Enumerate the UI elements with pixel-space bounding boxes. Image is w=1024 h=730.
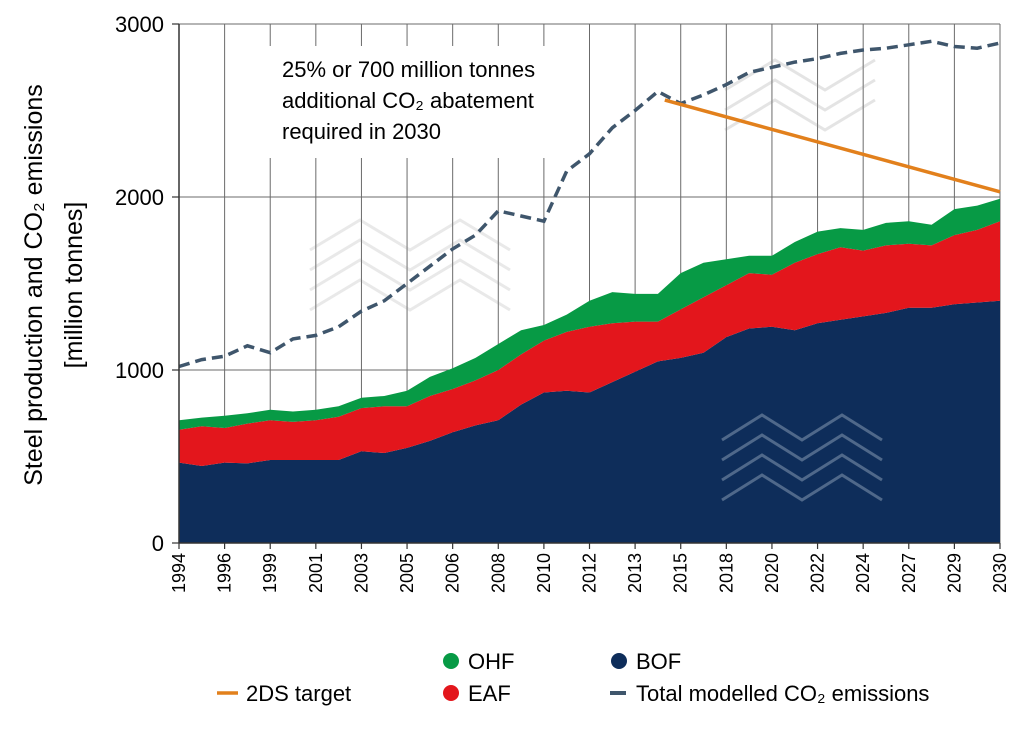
y-tick-label: 3000 (115, 12, 164, 37)
x-tick-label: 2027 (899, 553, 919, 593)
y-tick-labels: 0 1000 2000 3000 (115, 12, 179, 556)
y-tick-label: 2000 (115, 185, 164, 210)
watermark-logo (309, 218, 511, 312)
target-line (664, 98, 1001, 194)
y-tick-label: 0 (152, 531, 164, 556)
x-tick-label: 2008 (488, 553, 508, 593)
annotation-line: 25% or 700 million tonnes (282, 57, 535, 82)
annotation-line: additional CO₂ abatement (282, 88, 534, 113)
legend-label: BOF (636, 649, 681, 674)
y-axis-title: Steel production and CO₂ emissions (20, 84, 48, 486)
y-axis-subtitle: [million tonnes] (60, 202, 88, 369)
legend-label: OHF (468, 649, 514, 674)
legend: OHF EAF 2DS target BOF Total modelled CO… (217, 649, 929, 706)
stacked-areas (179, 198, 1000, 543)
watermark-logo (724, 58, 876, 132)
x-tick-label: 2005 (397, 553, 417, 593)
legend-label: EAF (468, 681, 511, 706)
x-tick-labels: 1994 1996 1999 2001 2003 2005 2006 2008 2010 2012… (169, 543, 1010, 593)
x-tick-label: 2010 (534, 553, 554, 593)
x-tick-label: 2003 (351, 553, 371, 593)
x-tick-label: 2012 (580, 553, 600, 593)
area-bof (179, 300, 1000, 543)
x-tick-label: 1994 (169, 553, 189, 593)
x-tick-label: 2013 (625, 553, 645, 593)
area-ohf (179, 198, 1000, 430)
x-tick-label: 2022 (808, 553, 828, 593)
x-tick-label: 2018 (716, 553, 736, 593)
x-tick-label: 2001 (306, 553, 326, 593)
legend-label: 2DS target (246, 681, 351, 706)
watermark-logo (721, 413, 883, 502)
x-tick-label: 2020 (762, 553, 782, 593)
total-emissions-line (178, 39, 1001, 369)
x-tick-label: 1999 (260, 553, 280, 593)
annotation-line: required in 2030 (282, 119, 441, 144)
annotation-box (268, 46, 584, 158)
legend-label: Total modelled CO₂ emissions (636, 681, 929, 706)
y-tick-label: 1000 (115, 358, 164, 383)
legend-marker-eaf (443, 685, 459, 701)
x-tick-label: 2006 (443, 553, 463, 593)
legend-marker-ohf (443, 653, 459, 669)
x-tick-label: 1996 (215, 553, 235, 593)
x-tick-label: 2029 (944, 553, 964, 593)
series-lines (178, 39, 1001, 369)
x-tick-label: 2024 (853, 553, 873, 593)
area-eaf (179, 221, 1000, 466)
legend-marker-bof (611, 653, 627, 669)
x-tick-label: 2015 (671, 553, 691, 593)
x-tick-label: 2030 (990, 553, 1010, 593)
